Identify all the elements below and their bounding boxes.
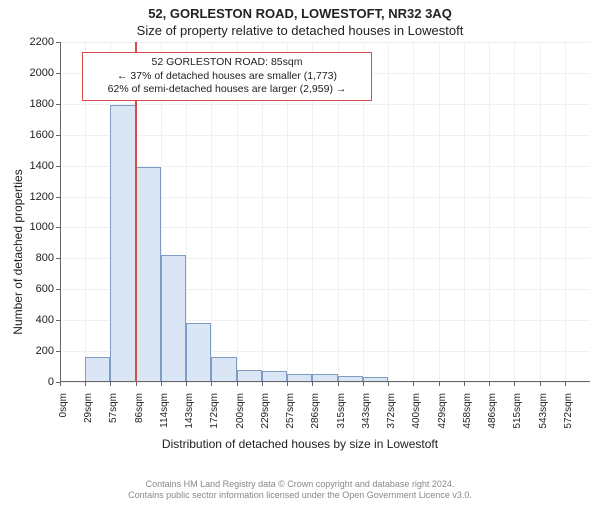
x-tick-mark xyxy=(388,382,389,386)
gridline-h xyxy=(60,104,590,105)
x-tick-zone: 0sqm29sqm57sqm86sqm114sqm143sqm172sqm200… xyxy=(60,382,590,437)
gridline-v xyxy=(439,42,440,382)
x-tick-mark xyxy=(136,382,137,386)
x-tick-label: 257sqm xyxy=(285,393,296,443)
footer-line-2: Contains public sector information licen… xyxy=(0,490,600,502)
x-tick-label: 200sqm xyxy=(235,393,246,443)
gridline-v xyxy=(540,42,541,382)
x-tick-label: 543sqm xyxy=(538,393,549,443)
x-tick-mark xyxy=(363,382,364,386)
x-tick-mark xyxy=(514,382,515,386)
annotation-box: 52 GORLESTON ROAD: 85sqm← 37% of detache… xyxy=(82,52,372,101)
x-tick-label: 114sqm xyxy=(159,393,170,443)
x-tick-label: 458sqm xyxy=(462,393,473,443)
x-tick-label: 572sqm xyxy=(563,393,574,443)
x-tick-mark xyxy=(110,382,111,386)
gridline-h xyxy=(60,42,590,43)
x-tick-label: 343sqm xyxy=(361,393,372,443)
x-tick-mark xyxy=(85,382,86,386)
chart-area: 0200400600800100012001400160018002000220… xyxy=(60,42,590,382)
plot-area: 0200400600800100012001400160018002000220… xyxy=(60,42,590,382)
gridline-v xyxy=(413,42,414,382)
annotation-line: ← 37% of detached houses are smaller (1,… xyxy=(89,70,365,84)
x-tick-mark xyxy=(211,382,212,386)
x-tick-mark xyxy=(312,382,313,386)
gridline-v xyxy=(388,42,389,382)
x-tick-mark xyxy=(287,382,288,386)
x-tick-mark xyxy=(565,382,566,386)
x-tick-mark xyxy=(338,382,339,386)
footer-attribution: Contains HM Land Registry data © Crown c… xyxy=(0,479,600,506)
annotation-line: 62% of semi-detached houses are larger (… xyxy=(89,83,365,97)
x-tick-label: 143sqm xyxy=(184,393,195,443)
annotation-line: 52 GORLESTON ROAD: 85sqm xyxy=(89,56,365,70)
x-tick-label: 486sqm xyxy=(487,393,498,443)
footer-line-1: Contains HM Land Registry data © Crown c… xyxy=(0,479,600,491)
y-axis-line xyxy=(60,42,61,382)
x-tick-mark xyxy=(186,382,187,386)
x-tick-mark xyxy=(161,382,162,386)
gridline-h xyxy=(60,135,590,136)
histogram-bar xyxy=(186,323,211,382)
x-tick-mark xyxy=(413,382,414,386)
histogram-bar xyxy=(85,357,110,382)
histogram-bar xyxy=(110,105,135,382)
x-tick-label: 86sqm xyxy=(134,393,145,443)
x-tick-label: 515sqm xyxy=(512,393,523,443)
x-tick-label: 229sqm xyxy=(260,393,271,443)
x-tick-mark xyxy=(489,382,490,386)
gridline-v xyxy=(565,42,566,382)
x-tick-label: 0sqm xyxy=(58,393,69,443)
chart-title-address: 52, GORLESTON ROAD, LOWESTOFT, NR32 3AQ xyxy=(0,6,600,21)
x-tick-label: 372sqm xyxy=(386,393,397,443)
gridline-v xyxy=(489,42,490,382)
x-tick-label: 429sqm xyxy=(437,393,448,443)
x-tick-mark xyxy=(439,382,440,386)
histogram-bar xyxy=(161,255,186,382)
histogram-bar xyxy=(211,357,236,382)
x-tick-label: 57sqm xyxy=(108,393,119,443)
x-tick-label: 286sqm xyxy=(310,393,321,443)
histogram-bar xyxy=(136,167,161,382)
x-tick-label: 315sqm xyxy=(336,393,347,443)
x-tick-mark xyxy=(237,382,238,386)
x-tick-label: 29sqm xyxy=(83,393,94,443)
x-tick-mark xyxy=(540,382,541,386)
y-axis-label: Number of detached properties xyxy=(11,169,25,334)
x-tick-mark xyxy=(60,382,61,386)
x-tick-label: 172sqm xyxy=(209,393,220,443)
x-tick-mark xyxy=(464,382,465,386)
gridline-v xyxy=(514,42,515,382)
chart-subtitle: Size of property relative to detached ho… xyxy=(0,23,600,38)
x-tick-label: 400sqm xyxy=(411,393,422,443)
gridline-v xyxy=(464,42,465,382)
x-tick-mark xyxy=(262,382,263,386)
